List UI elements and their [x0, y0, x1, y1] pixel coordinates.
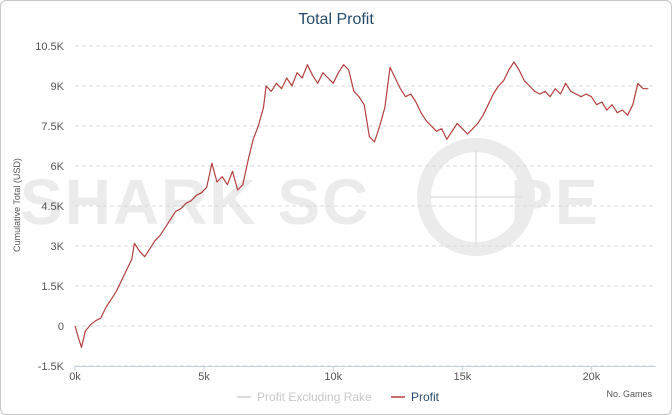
- legend-item[interactable]: Profit Excluding Rake: [257, 390, 372, 404]
- x-tick-label: 10k: [324, 371, 342, 383]
- y-tick-label: 3K: [51, 241, 65, 253]
- y-tick-label: 7.5K: [41, 121, 64, 133]
- y-tick-label: 1.5K: [41, 281, 64, 293]
- y-axis-ticks: -1.5K 0 1.5K 3K 4.5K 6K 7.5K 9K 10.5K: [35, 41, 64, 373]
- y-axis-label: Cumulative Total (USD): [12, 158, 22, 252]
- series-line-profit: [74, 61, 649, 348]
- x-tick-label: 0k: [69, 371, 81, 383]
- watermark-text: SHARK SC PE: [20, 166, 600, 238]
- y-tick-label: 0: [58, 321, 64, 333]
- grid: [75, 45, 656, 367]
- x-tick-label: 15k: [453, 371, 471, 383]
- x-axis: 0k 5k 10k 15k 20k: [69, 366, 656, 383]
- y-tick-label: -1.5K: [38, 361, 65, 373]
- series-group: [74, 61, 649, 348]
- chart-title: Total Profit: [298, 11, 374, 28]
- y-tick-label: 6K: [51, 161, 65, 173]
- x-tick-label: 20k: [583, 371, 601, 383]
- y-tick-label: 4.5K: [41, 201, 64, 213]
- x-axis-label: No. Games: [606, 389, 652, 399]
- y-tick-label: 9K: [51, 81, 65, 93]
- watermark: SHARK SC PE: [20, 138, 600, 256]
- y-tick-label: 10.5K: [35, 41, 64, 53]
- watermark-scope-ring: [417, 138, 535, 256]
- x-tick-label: 5k: [198, 371, 210, 383]
- legend: Profit Excluding Rake Profit: [237, 390, 440, 404]
- legend-item[interactable]: Profit: [411, 390, 440, 404]
